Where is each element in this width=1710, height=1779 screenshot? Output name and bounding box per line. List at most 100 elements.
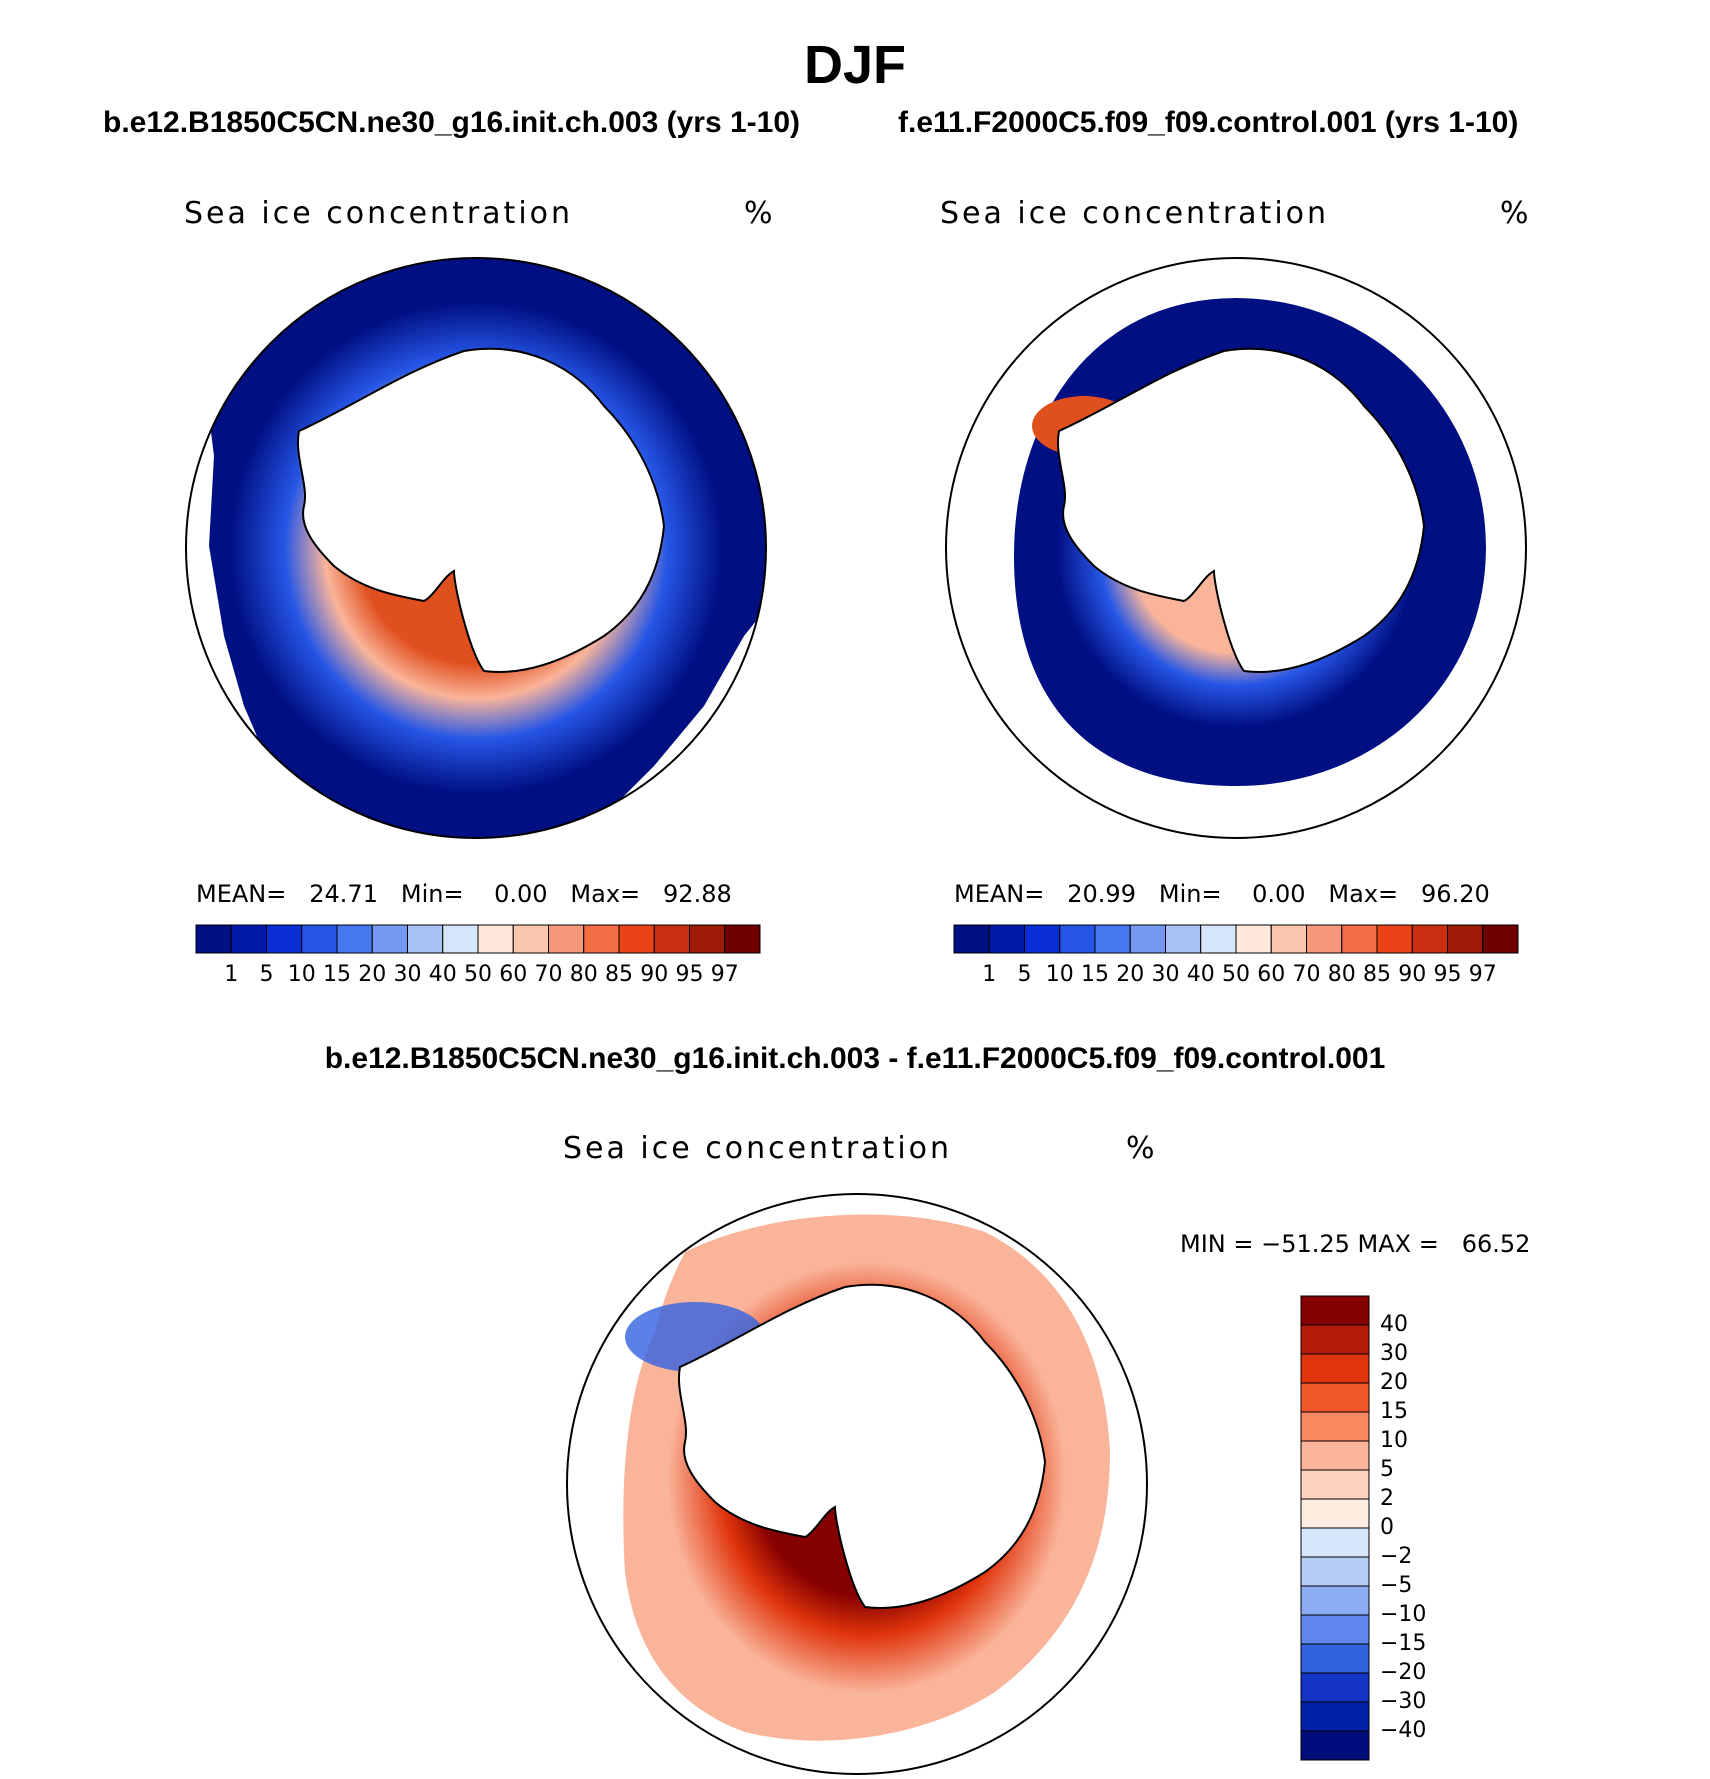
difference-colorbar-swatch: [1300, 1701, 1370, 1732]
difference-colorbar-tick-label: −30: [1380, 1689, 1427, 1714]
difference-colorbar-swatch: [1300, 1411, 1370, 1442]
difference-title: b.e12.B1850C5CN.ne30_g16.init.ch.003 - f…: [324, 1042, 1386, 1075]
panel-1-colorbar-swatch: [583, 924, 620, 954]
panel-1-colorbar-swatch: [618, 924, 655, 954]
panel-1-colorbar-swatch: [301, 924, 338, 954]
panel-2-colorbar-tick-label: 97: [1468, 962, 1497, 987]
panel-1-min-value: 0.00: [494, 880, 548, 908]
panel-2-colorbar-tick-label: 10: [1045, 962, 1074, 987]
panel-2-colorbar-swatch: [1447, 924, 1484, 954]
panel-2-colorbar-swatch: [1306, 924, 1343, 954]
difference-colorbar-swatch: [1300, 1614, 1370, 1645]
difference-colorbar-swatch: [1300, 1643, 1370, 1674]
difference-colorbar-tick-label: −5: [1380, 1573, 1413, 1598]
panel-2-colorbar-tick-label: 85: [1363, 962, 1391, 987]
difference-colorbar-tick-label: −15: [1380, 1631, 1427, 1656]
difference-colorbar-swatch: [1300, 1730, 1370, 1761]
difference-colorbar-tick-label: 2: [1380, 1486, 1394, 1511]
difference-colorbar-swatch: [1300, 1324, 1370, 1355]
panel-2-stats: MEAN= 20.99 Min= 0.00 Max= 96.20: [954, 880, 1490, 908]
panel-1-colorbar-swatch: [336, 924, 373, 954]
difference-colorbar-tick-label: −20: [1380, 1660, 1427, 1685]
panel-1-colorbar-swatch: [689, 924, 726, 954]
panel-1-colorbar-tick-label: 80: [569, 962, 598, 987]
panel-3-variable-title: Sea ice concentration: [563, 1131, 953, 1166]
panel-1-colorbar-swatch: [512, 924, 549, 954]
panel-2-mean-label: MEAN=: [954, 880, 1045, 908]
panel-1-colorbar-tick-label: 90: [640, 962, 669, 987]
panel-2-colorbar-swatch: [1200, 924, 1237, 954]
difference-colorbar-tick-label: −2: [1380, 1544, 1413, 1569]
panel-2-colorbar-tick-label: 20: [1116, 962, 1145, 987]
panel-1-min-label: Min=: [400, 880, 464, 908]
panel-1-colorbar-tick-label: 97: [710, 962, 739, 987]
difference-colorbar-tick-label: 20: [1380, 1370, 1408, 1395]
panel-2-colorbar-tick-label: 30: [1151, 962, 1180, 987]
panel-1-antarctica: [297, 347, 666, 673]
panel-2-colorbar-tick-label: 60: [1257, 962, 1286, 987]
panel-1-colorbar-swatch: [442, 924, 479, 954]
difference-colorbar-swatch: [1300, 1527, 1370, 1558]
panel-1-colorbar-tick-label: 50: [464, 962, 492, 987]
panel-2-colorbar-swatch: [1411, 924, 1448, 954]
panel-1-colorbar-tick-label: 5: [259, 962, 274, 987]
difference-colorbar-tick-label: 10: [1380, 1428, 1408, 1453]
difference-colorbar-tick-label: −10: [1380, 1602, 1427, 1627]
panel-2-min-value: 0.00: [1252, 880, 1306, 908]
difference-colorbar-swatch: [1300, 1353, 1370, 1384]
difference-colorbar-swatch: [1300, 1556, 1370, 1587]
panel-1-max-label: Max=: [570, 880, 641, 908]
panel-1-variable-title: Sea ice concentration: [184, 196, 574, 231]
panel-1-colorbar-tick-label: 15: [323, 962, 351, 987]
panel-1-case-title: b.e12.B1850C5CN.ne30_g16.init.ch.003 (yr…: [103, 106, 801, 139]
panel-1-colorbar-ticks: 1 5 10 15 20 30 40 50 60 70 80 85 90 95 97: [196, 962, 760, 990]
panel-2-colorbar-tick-label: 1: [982, 962, 997, 987]
panel-2-colorbar-tick-label: 70: [1292, 962, 1321, 987]
panel-2-colorbar-swatch: [1235, 924, 1272, 954]
panel-2-antarctica: [1057, 347, 1426, 673]
panel-2-colorbar: [953, 924, 1519, 954]
panel-1-colorbar-swatch: [548, 924, 585, 954]
panel-1-colorbar-swatch: [230, 924, 267, 954]
panel-2-colorbar-ticks: 1 5 10 15 20 30 40 50 60 70 80 85 90 95 97: [954, 962, 1518, 990]
panel-2-colorbar-swatch: [1270, 924, 1307, 954]
panel-2-colorbar-swatch: [1376, 924, 1413, 954]
difference-colorbar-tick-label: 15: [1380, 1399, 1408, 1424]
difference-colorbar-tick-label: 5: [1380, 1457, 1394, 1482]
panel-3-map: [566, 1193, 1148, 1775]
panel-1-colorbar-tick-label: 40: [428, 962, 457, 987]
panel-1-stats: MEAN= 24.71 Min= 0.00 Max= 92.88: [196, 880, 732, 908]
panel-1-colorbar-swatch: [477, 924, 514, 954]
panel-1-colorbar-tick-label: 20: [358, 962, 387, 987]
panel-1-colorbar-tick-label: 30: [393, 962, 422, 987]
difference-colorbar-swatch: [1300, 1382, 1370, 1413]
difference-colorbar-tick-label: 30: [1380, 1341, 1408, 1366]
difference-colorbar-swatch: [1300, 1440, 1370, 1471]
panel-1-colorbar-swatch: [266, 924, 303, 954]
panel-1-colorbar-tick-label: 10: [287, 962, 316, 987]
panel-2-case-title: f.e11.F2000C5.f09_f09.control.001 (yrs 1…: [898, 106, 1519, 139]
difference-colorbar-ticks: 40 30 20 15 10 5 2 0 −2 −5 −10 −15 −20 −30 −40: [1380, 1296, 1460, 1760]
panel-2-colorbar-tick-label: 40: [1186, 962, 1215, 987]
panel-2-colorbar-swatch: [1129, 924, 1166, 954]
panel-1-colorbar-tick-label: 85: [605, 962, 633, 987]
panel-2-min-label: Min=: [1158, 880, 1222, 908]
difference-colorbar-tick-label: 0: [1380, 1515, 1394, 1540]
panel-2-variable-title: Sea ice concentration: [940, 196, 1330, 231]
panel-1-map: [185, 257, 767, 839]
difference-colorbar-tick-label: −40: [1380, 1718, 1427, 1743]
panel-1-colorbar-swatch: [371, 924, 408, 954]
panel-2-max-value: 96.20: [1421, 880, 1490, 908]
panel-2-colorbar-tick-label: 15: [1081, 962, 1109, 987]
panel-3-units: %: [1126, 1131, 1155, 1166]
difference-colorbar-swatch: [1300, 1295, 1370, 1326]
panel-1-mean-label: MEAN=: [196, 880, 287, 908]
panel-2-colorbar-swatch: [1094, 924, 1131, 954]
panel-3-antarctica: [678, 1283, 1047, 1609]
panel-2-max-label: Max=: [1328, 880, 1399, 908]
difference-colorbar-swatch: [1300, 1469, 1370, 1500]
panel-1-units: %: [744, 196, 773, 231]
panel-2-colorbar-tick-label: 5: [1017, 962, 1032, 987]
panel-1-colorbar-tick-label: 70: [534, 962, 563, 987]
panel-2-map: [945, 257, 1527, 839]
